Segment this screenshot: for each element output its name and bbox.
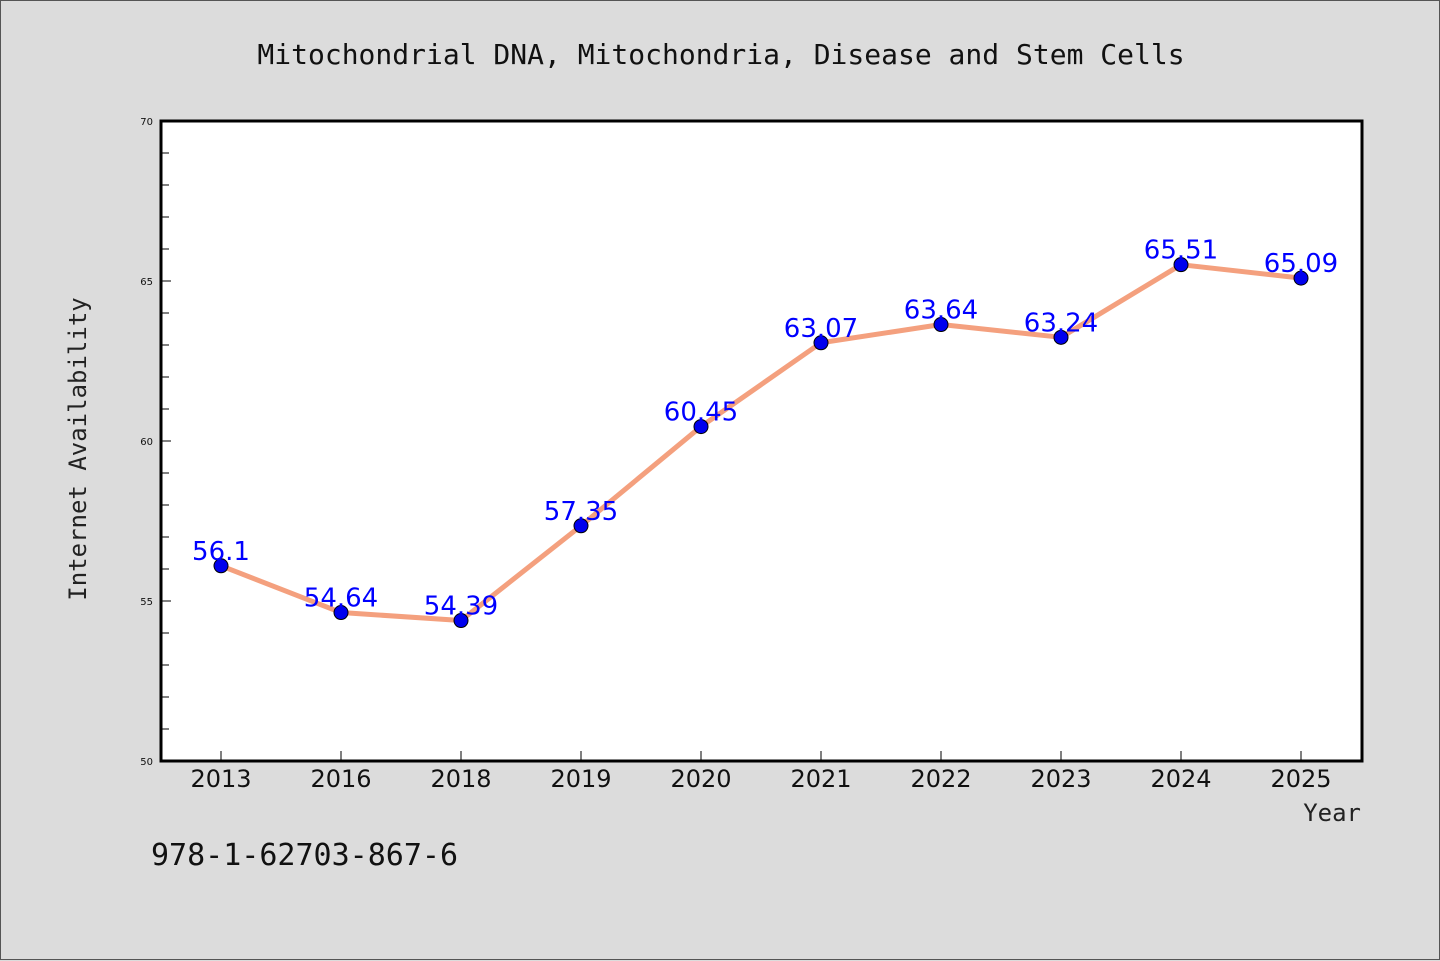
x-tick-label: 2023 bbox=[1030, 765, 1091, 793]
footer-isbn: 978-1-62703-867-6 bbox=[151, 838, 458, 873]
x-tick-label: 2019 bbox=[550, 765, 611, 793]
data-label: 54.39 bbox=[424, 592, 498, 622]
data-point-marker bbox=[1053, 329, 1069, 345]
y-tick-label: 55 bbox=[140, 597, 153, 608]
data-point-marker bbox=[333, 605, 349, 621]
x-tick-label: 2016 bbox=[310, 765, 371, 793]
data-label: 65.09 bbox=[1264, 249, 1338, 279]
x-tick-label: 2018 bbox=[430, 765, 491, 793]
y-axis-ticks: 50 55 60 65 70 bbox=[140, 117, 171, 768]
data-point-marker bbox=[813, 335, 829, 351]
x-axis-ticks: 2013 2016 2018 2019 2020 2021 2022 2023 2024 2025 bbox=[190, 751, 1332, 793]
y-tick-label: 65 bbox=[140, 277, 153, 288]
x-tick-label: 2013 bbox=[190, 765, 251, 793]
series-line bbox=[218, 262, 1304, 624]
data-point-marker bbox=[1173, 257, 1189, 273]
data-label: 54.64 bbox=[304, 584, 378, 614]
y-axis-label: Internet Availability bbox=[64, 297, 92, 600]
y-tick-label: 60 bbox=[140, 437, 153, 448]
data-label: 63.24 bbox=[1024, 308, 1098, 338]
data-label: 63.07 bbox=[784, 314, 858, 344]
data-point-marker bbox=[1293, 270, 1309, 286]
data-label: 60.45 bbox=[664, 398, 738, 428]
data-point-marker bbox=[213, 558, 229, 574]
series-group: 56.1 54.64 54.39 57.35 60.45 63.07 63.64 63.24 6… bbox=[192, 236, 1338, 629]
y-tick-label: 70 bbox=[140, 117, 153, 128]
x-axis-label: Year bbox=[1303, 799, 1361, 827]
x-tick-label: 2021 bbox=[790, 765, 851, 793]
chart-title: Mitochondrial DNA, Mitochondria, Disease… bbox=[257, 38, 1184, 71]
data-label: 57.35 bbox=[544, 497, 618, 527]
x-tick-label: 2024 bbox=[1150, 765, 1211, 793]
data-point-marker bbox=[453, 613, 469, 629]
data-label: 65.51 bbox=[1144, 236, 1218, 266]
x-tick-label: 2022 bbox=[910, 765, 971, 793]
y-tick-label: 50 bbox=[140, 757, 153, 768]
x-tick-label: 2020 bbox=[670, 765, 731, 793]
data-point-marker bbox=[573, 518, 589, 534]
data-point-marker bbox=[933, 317, 949, 333]
data-label: 56.1 bbox=[192, 537, 250, 567]
data-point-marker bbox=[693, 419, 709, 435]
data-label: 63.64 bbox=[904, 296, 978, 326]
plot-area bbox=[159, 119, 1364, 763]
x-tick-label: 2025 bbox=[1270, 765, 1331, 793]
